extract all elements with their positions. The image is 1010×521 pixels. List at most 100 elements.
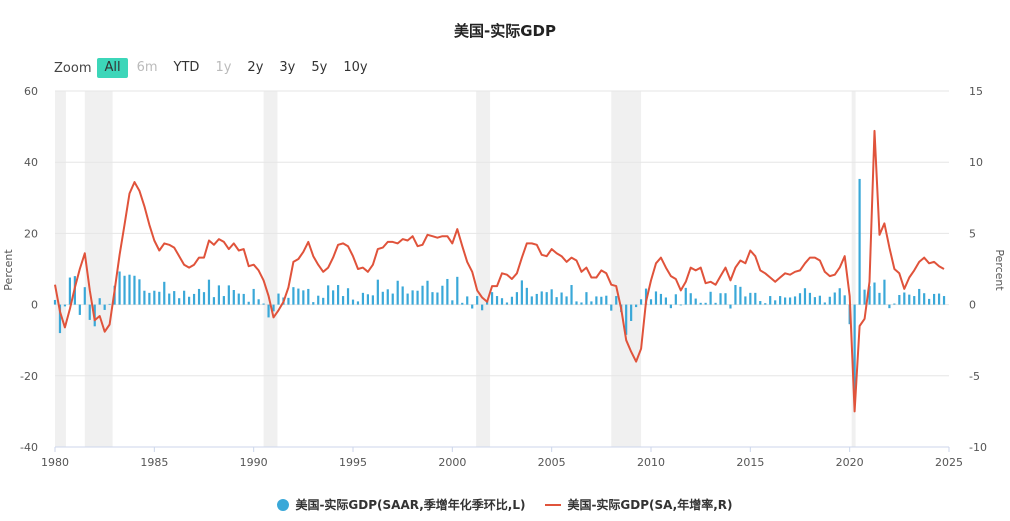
- bar: [669, 304, 672, 309]
- legend-item-bar-series[interactable]: 美国-实际GDP(SAAR,季增年化季环比,L): [277, 496, 525, 513]
- bar: [396, 280, 399, 305]
- bar: [192, 293, 196, 305]
- bar: [481, 304, 484, 311]
- zoom-2y-button[interactable]: 2y: [247, 60, 264, 75]
- x-axis-tick-label: 1990: [240, 456, 268, 469]
- bar: [401, 286, 404, 305]
- bar: [605, 295, 608, 305]
- bar: [694, 298, 697, 305]
- legend-line-label: 美国-实际GDP(SA,年增率,R): [567, 498, 733, 512]
- bar: [803, 288, 807, 305]
- bar: [58, 304, 62, 334]
- bar: [158, 291, 161, 305]
- recession-band: [55, 91, 66, 447]
- bar: [863, 289, 866, 305]
- bar: [565, 296, 568, 305]
- legend-item-line-series[interactable]: 美国-实际GDP(SA,年增率,R): [545, 496, 733, 513]
- x-axis-tick-label: 1995: [339, 456, 367, 469]
- bar: [798, 293, 802, 305]
- bar: [133, 275, 136, 305]
- chart-title: 美国-实际GDP: [454, 22, 556, 40]
- left-axis-tick-label: 20: [24, 227, 38, 240]
- bar: [520, 280, 523, 305]
- bar: [98, 298, 101, 305]
- bar: [307, 288, 310, 305]
- bar: [227, 285, 230, 305]
- bar: [262, 303, 265, 305]
- bar: [779, 296, 782, 305]
- zoom-ytd-button[interactable]: YTD: [173, 60, 200, 75]
- bar: [734, 285, 737, 305]
- recession-band: [84, 91, 113, 447]
- bar: [555, 297, 558, 305]
- bar: [292, 287, 295, 305]
- zoom-10y-button[interactable]: 10y: [343, 60, 368, 75]
- zoom-1y-button[interactable]: 1y: [215, 60, 232, 75]
- bar: [823, 302, 826, 305]
- bar: [212, 297, 216, 305]
- bar: [337, 285, 340, 305]
- bar: [426, 280, 429, 305]
- zoom-all-button[interactable]: All: [97, 58, 128, 78]
- bar: [247, 301, 250, 305]
- bar: [784, 297, 787, 305]
- bar: [749, 292, 752, 305]
- zoom-5y-button[interactable]: 5y: [311, 60, 328, 75]
- bar: [411, 290, 414, 305]
- bar: [217, 285, 220, 305]
- bar: [515, 292, 518, 305]
- bar: [933, 293, 936, 305]
- bar-series: [53, 178, 946, 405]
- x-axis-tick-label: 2000: [438, 456, 466, 469]
- bar: [257, 299, 260, 305]
- bar: [173, 291, 176, 305]
- left-axis-tick-label: 0: [31, 299, 38, 312]
- bar: [272, 304, 275, 312]
- bar: [630, 304, 633, 321]
- bar: [461, 302, 464, 305]
- zoom-3y-button[interactable]: 3y: [279, 60, 296, 75]
- bar: [252, 288, 255, 305]
- bar: [421, 285, 424, 305]
- zoom-6m-button[interactable]: 6m: [136, 60, 158, 75]
- bar: [649, 299, 653, 305]
- bar: [376, 279, 379, 305]
- grid-lines: [55, 90, 949, 448]
- bar: [868, 286, 871, 305]
- bar: [699, 302, 702, 305]
- bar: [123, 275, 126, 305]
- bar: [366, 294, 369, 305]
- bar: [883, 279, 886, 305]
- bar: [937, 293, 941, 305]
- recession-bands: [55, 91, 856, 447]
- x-axis-tick-label: 1985: [140, 456, 168, 469]
- bar: [610, 304, 613, 311]
- bar: [456, 276, 459, 305]
- x-axis-tick-label: 2015: [736, 456, 764, 469]
- bar: [774, 300, 777, 305]
- axes: 60 40 20 0 -20 -40 15 10 5 0 -5 -10 1980 1985 1990 1995…: [20, 85, 987, 469]
- bar: [222, 296, 225, 305]
- bar: [659, 293, 663, 305]
- bar: [788, 297, 792, 305]
- bar: [391, 293, 394, 305]
- bar: [416, 290, 419, 305]
- bar: [356, 301, 360, 305]
- right-axis-tick-label: -5: [969, 370, 980, 383]
- bar: [386, 289, 389, 305]
- bar: [242, 293, 245, 305]
- bar: [833, 292, 836, 305]
- bar: [903, 292, 906, 305]
- bar: [813, 297, 816, 305]
- bar: [709, 291, 712, 305]
- bar: [664, 297, 667, 305]
- right-axis-tick-label: 5: [969, 227, 976, 240]
- bar: [580, 302, 583, 305]
- zoom-label: Zoom: [54, 60, 92, 76]
- recession-band: [263, 91, 278, 447]
- zoom-range-selector: Zoom All 6m YTD 1y 2y 3y 5y 10y: [54, 58, 377, 78]
- bar: [68, 277, 71, 305]
- bar: [88, 304, 91, 320]
- bar: [679, 304, 682, 306]
- bar: [759, 301, 762, 305]
